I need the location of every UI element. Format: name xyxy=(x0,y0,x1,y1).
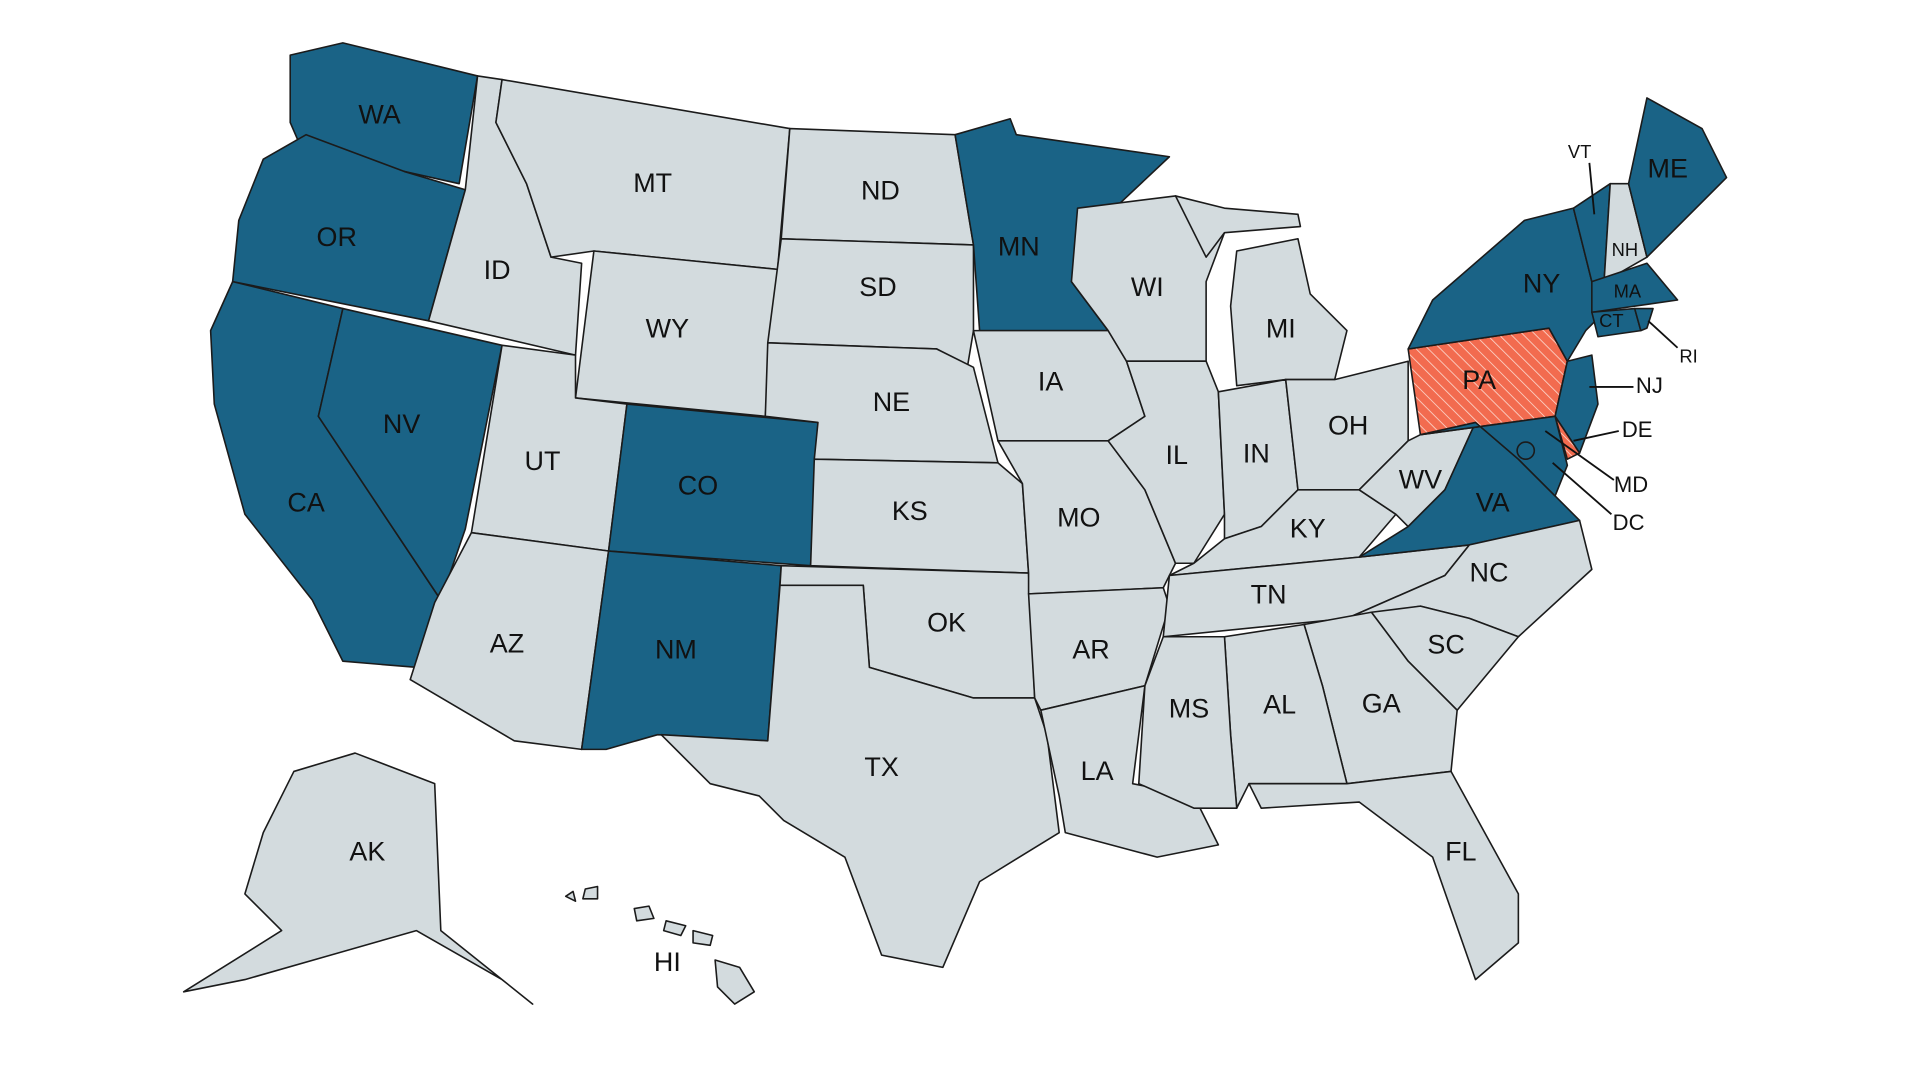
state-shape[interactable] xyxy=(1591,262,1679,314)
state-shape[interactable] xyxy=(1107,360,1226,565)
state-ak[interactable] xyxy=(182,752,534,1005)
state-label-nc: NC xyxy=(1470,557,1509,587)
state-shape[interactable] xyxy=(182,752,534,1005)
state-dc[interactable] xyxy=(1516,441,1536,460)
leader-line xyxy=(1588,162,1596,215)
state-label-or: OR xyxy=(317,222,357,252)
state-label-va: VA xyxy=(1476,488,1510,518)
state-label-ky: KY xyxy=(1290,513,1326,543)
state-fl[interactable] xyxy=(1248,770,1520,981)
state-nv[interactable] xyxy=(317,307,503,601)
leader-line xyxy=(1552,462,1613,515)
state-label-nv: NV xyxy=(383,409,420,439)
state-label-ks: KS xyxy=(892,496,928,526)
state-label-me: ME xyxy=(1648,153,1688,183)
state-label-ut: UT xyxy=(525,446,561,476)
state-label-dc: DC xyxy=(1613,510,1645,535)
state-label-ms: MS xyxy=(1169,693,1209,723)
state-shape[interactable] xyxy=(660,584,1060,969)
state-shape[interactable] xyxy=(1554,354,1599,454)
state-shape[interactable] xyxy=(1137,635,1238,809)
state-label-in: IN xyxy=(1243,439,1270,469)
state-shape[interactable] xyxy=(1633,307,1654,332)
state-label-mt: MT xyxy=(633,168,672,198)
state-label-nm: NM xyxy=(655,635,697,665)
state-label-ct: CT xyxy=(1599,310,1623,331)
state-tx[interactable] xyxy=(660,584,1060,969)
state-shape[interactable] xyxy=(1229,237,1348,387)
state-wi[interactable] xyxy=(1070,195,1226,363)
state-label-ny: NY xyxy=(1523,268,1560,298)
state-shape[interactable] xyxy=(1407,207,1599,363)
state-label-id: ID xyxy=(484,255,511,285)
state-la[interactable] xyxy=(1040,684,1220,858)
state-label-ca: CA xyxy=(287,488,324,518)
state-label-ga: GA xyxy=(1362,688,1401,718)
state-shape[interactable] xyxy=(1627,97,1728,258)
state-label-wy: WY xyxy=(646,314,689,344)
state-label-mi: MI xyxy=(1266,314,1296,344)
state-shape[interactable] xyxy=(714,959,756,1005)
state-shape[interactable] xyxy=(317,307,503,601)
state-label-sd: SD xyxy=(859,272,896,302)
state-nj[interactable] xyxy=(1554,354,1599,454)
state-ri[interactable] xyxy=(1633,307,1654,332)
state-il[interactable] xyxy=(1107,360,1226,565)
state-or[interactable] xyxy=(231,133,467,322)
state-ms[interactable] xyxy=(1137,635,1238,809)
state-label-tx: TX xyxy=(864,752,898,782)
state-label-md: MD xyxy=(1614,472,1648,497)
state-mi[interactable] xyxy=(1174,195,1348,387)
state-label-sc: SC xyxy=(1427,630,1464,660)
state-shape[interactable] xyxy=(564,890,577,903)
state-label-nj: NJ xyxy=(1636,373,1663,398)
state-label-ak: AK xyxy=(349,837,385,867)
state-label-mn: MN xyxy=(998,232,1040,262)
state-label-wv: WV xyxy=(1399,464,1442,494)
state-label-nd: ND xyxy=(861,175,900,205)
state-label-fl: FL xyxy=(1445,837,1476,867)
state-label-ne: NE xyxy=(873,387,910,417)
state-shape[interactable] xyxy=(1070,195,1226,363)
state-shape[interactable] xyxy=(582,885,599,900)
state-label-tn: TN xyxy=(1251,579,1287,609)
state-label-vt: VT xyxy=(1568,141,1591,162)
state-shape[interactable] xyxy=(231,133,467,322)
leader-line xyxy=(1573,430,1619,442)
state-label-ia: IA xyxy=(1038,366,1063,396)
state-label-hi: HI xyxy=(654,947,681,977)
state-label-co: CO xyxy=(678,470,718,500)
state-label-oh: OH xyxy=(1328,410,1368,440)
state-shape[interactable] xyxy=(1248,770,1520,981)
state-label-wi: WI xyxy=(1131,272,1164,302)
state-label-nh: NH xyxy=(1612,239,1639,260)
state-md[interactable] xyxy=(1419,415,1569,497)
state-label-ok: OK xyxy=(927,608,966,638)
state-label-ma: MA xyxy=(1614,280,1642,301)
leader-line xyxy=(1647,320,1679,349)
state-me[interactable] xyxy=(1627,97,1728,258)
state-shape[interactable] xyxy=(1419,415,1569,497)
state-shape[interactable] xyxy=(1516,441,1536,460)
state-label-la: LA xyxy=(1081,756,1114,786)
state-label-ar: AR xyxy=(1072,635,1109,665)
state-shape[interactable] xyxy=(662,920,687,937)
state-label-wa: WA xyxy=(358,99,400,129)
state-label-az: AZ xyxy=(490,628,524,658)
state-shape[interactable] xyxy=(692,929,714,947)
state-label-mo: MO xyxy=(1057,502,1100,532)
state-shape[interactable] xyxy=(1040,684,1220,858)
state-shape[interactable] xyxy=(1174,195,1302,258)
state-label-ri: RI xyxy=(1679,345,1697,366)
state-ny[interactable] xyxy=(1407,207,1599,363)
state-shape[interactable] xyxy=(633,905,655,922)
state-label-pa: PA xyxy=(1462,365,1496,395)
state-ma[interactable] xyxy=(1591,262,1679,314)
state-hi[interactable] xyxy=(564,885,756,1005)
state-label-al: AL xyxy=(1263,690,1296,720)
leader-line xyxy=(1544,430,1615,481)
state-label-de: DE xyxy=(1622,417,1653,442)
state-label-il: IL xyxy=(1166,440,1188,470)
